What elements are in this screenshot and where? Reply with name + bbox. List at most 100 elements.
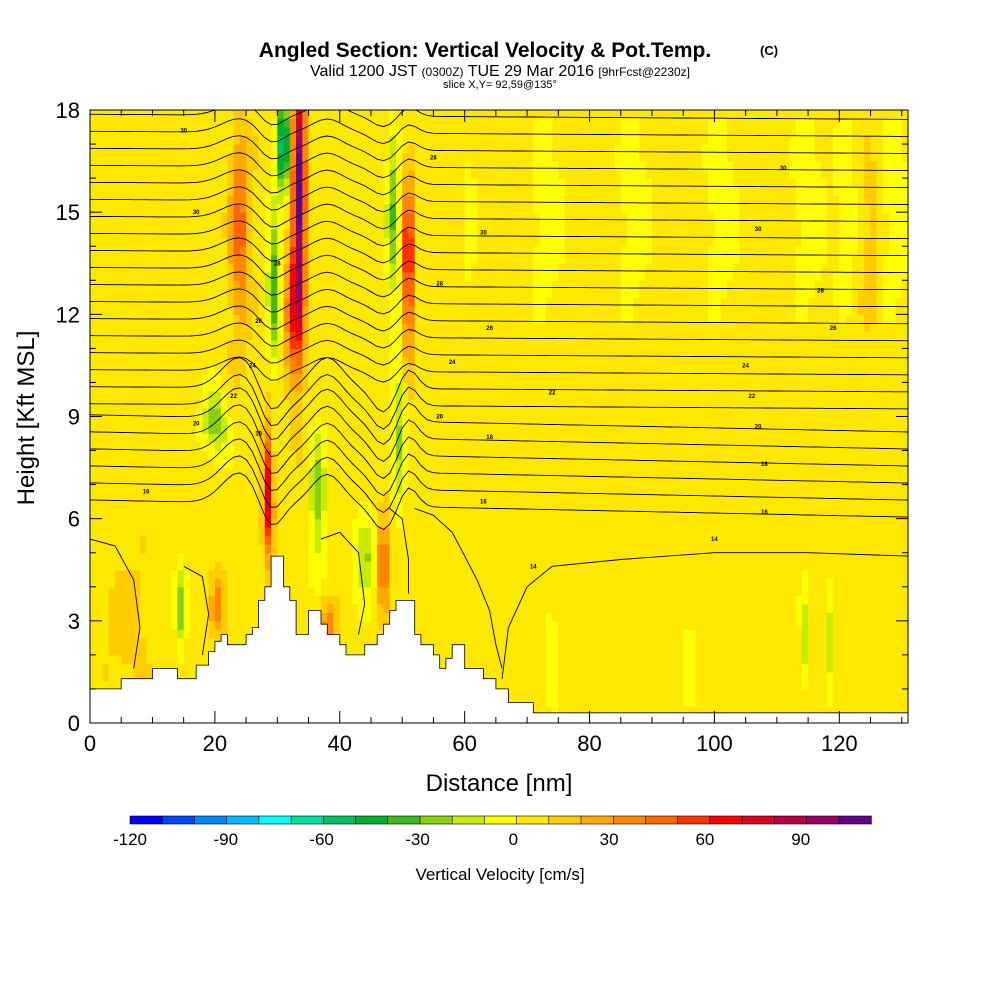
- velocity-cell: [271, 493, 278, 503]
- velocity-cell: [227, 203, 235, 213]
- velocity-cell: [389, 254, 397, 264]
- velocity-cell: [227, 161, 235, 171]
- velocity-cell: [402, 510, 908, 520]
- velocity-cell: [277, 331, 285, 341]
- velocity-cell: [214, 603, 222, 613]
- velocity-cell: [321, 450, 328, 460]
- velocity-cell: [302, 118, 310, 128]
- velocity-cell: [883, 288, 903, 298]
- velocity-cell: [277, 493, 310, 503]
- velocity-cell: [389, 339, 403, 349]
- velocity-cell: [883, 178, 908, 188]
- velocity-cell: [102, 663, 110, 673]
- velocity-cell: [864, 237, 878, 247]
- velocity-cell: [858, 246, 865, 256]
- velocity-cell: [801, 646, 809, 656]
- velocity-cell: [227, 169, 235, 179]
- velocity-cell: [90, 459, 216, 469]
- velocity-cell: [271, 535, 278, 545]
- velocity-cell: [277, 314, 285, 324]
- velocity-cell: [389, 135, 397, 145]
- velocity-cell: [271, 365, 278, 375]
- velocity-cell: [189, 595, 210, 605]
- velocity-cell: [227, 297, 235, 307]
- velocity-cell: [308, 322, 391, 332]
- velocity-cell: [639, 288, 709, 298]
- velocity-cell: [833, 280, 853, 290]
- axes: 0 20 40 60 80 100 120 0 3 6 9 12 15 18: [56, 98, 908, 756]
- velocity-cell: [620, 288, 641, 298]
- velocity-cell: [414, 365, 908, 375]
- velocity-cell: [833, 135, 853, 145]
- velocity-cell: [396, 271, 403, 281]
- isentrope-label: 22: [549, 391, 556, 397]
- velocity-cell: [414, 382, 908, 392]
- velocity-cell: [264, 450, 272, 460]
- velocity-cell: [414, 203, 466, 213]
- velocity-cell: [402, 331, 416, 341]
- velocity-cell: [552, 118, 622, 128]
- velocity-cell: [321, 612, 328, 622]
- subtitle-utc: (0300Z): [422, 65, 464, 79]
- velocity-cell: [271, 459, 278, 469]
- velocity-cell: [308, 263, 384, 273]
- velocity-cell: [389, 459, 397, 469]
- velocity-cell: [271, 408, 291, 418]
- velocity-cell: [789, 169, 822, 179]
- velocity-cell: [233, 237, 247, 247]
- velocity-cell: [283, 305, 291, 315]
- velocity-cell: [202, 391, 210, 401]
- velocity-cell: [371, 569, 378, 579]
- velocity-cell: [264, 535, 272, 545]
- velocity-cell: [289, 314, 297, 324]
- velocity-cell: [858, 229, 872, 239]
- velocity-cell: [389, 356, 403, 366]
- velocity-cell: [289, 246, 297, 256]
- velocity-cell: [545, 629, 559, 639]
- velocity-cell: [283, 110, 291, 120]
- velocity-cell: [533, 288, 553, 298]
- velocity-cell: [133, 663, 153, 673]
- velocity-cell: [876, 161, 884, 171]
- velocity-cell: [258, 288, 266, 298]
- velocity-cell: [271, 476, 278, 486]
- velocity-cell: [870, 212, 878, 222]
- velocity-cell: [252, 271, 266, 281]
- velocity-cell: [271, 127, 278, 137]
- velocity-cell: [302, 110, 310, 120]
- velocity-cell: [695, 637, 803, 647]
- velocity-cell: [302, 382, 310, 392]
- velocity-cell: [227, 195, 235, 205]
- velocity-cell: [358, 578, 372, 588]
- y-tick-label: 9: [68, 405, 80, 430]
- velocity-cell: [321, 493, 328, 503]
- velocity-cell: [177, 561, 185, 571]
- velocity-cell: [302, 297, 310, 307]
- velocity-cell: [895, 305, 908, 315]
- velocity-cell: [271, 118, 278, 128]
- velocity-cell: [864, 152, 872, 162]
- velocity-cell: [264, 391, 272, 401]
- velocity-cell: [352, 535, 360, 545]
- velocity-cell: [389, 229, 397, 239]
- x-tick-label: 80: [577, 731, 601, 756]
- velocity-cell: [477, 186, 534, 196]
- velocity-cell: [876, 203, 884, 213]
- velocity-cell: [296, 331, 303, 341]
- velocity-cell: [321, 578, 353, 588]
- velocity-cell: [633, 305, 709, 315]
- velocity-cell: [801, 663, 809, 673]
- velocity-cell: [308, 348, 391, 358]
- velocity-cell: [814, 118, 840, 128]
- velocity-cell: [396, 186, 403, 196]
- velocity-cell: [402, 467, 409, 477]
- isentrope-label: 26: [486, 326, 493, 332]
- velocity-cell: [389, 408, 397, 418]
- velocity-cell: [271, 237, 278, 247]
- velocity-cell: [90, 373, 203, 383]
- velocity-cell: [377, 510, 391, 520]
- isentrope-line: [183, 565, 210, 655]
- velocity-cell: [826, 680, 834, 690]
- velocity-cell: [90, 416, 197, 426]
- velocity-cell: [389, 535, 908, 545]
